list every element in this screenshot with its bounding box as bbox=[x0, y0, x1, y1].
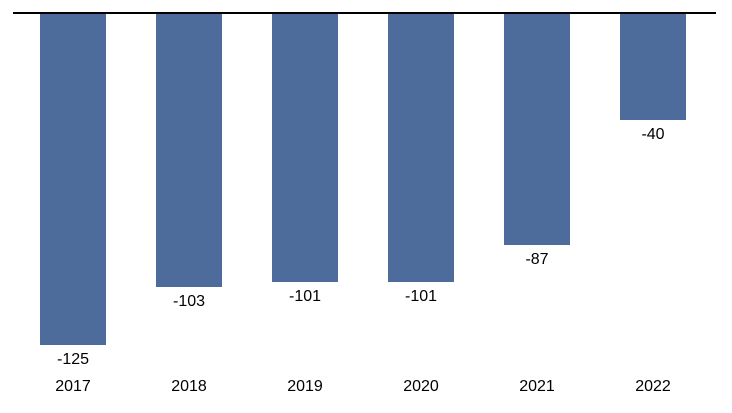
value-label-2017: -125 bbox=[56, 351, 90, 368]
bar-2021 bbox=[504, 14, 570, 245]
x-axis-label-2022: 2022 bbox=[635, 378, 671, 395]
bar-2019 bbox=[272, 14, 338, 282]
value-label-2022: -40 bbox=[641, 126, 665, 143]
bar-column-2021: -87 bbox=[479, 14, 595, 374]
plot-area: -125 -103 -101 -101 -87 -40 bbox=[15, 14, 711, 374]
x-axis-label-2018: 2018 bbox=[171, 378, 207, 395]
bar-2018 bbox=[156, 14, 222, 287]
x-axis-label-2017: 2017 bbox=[55, 378, 91, 395]
bar-column-2017: -125 bbox=[15, 14, 131, 374]
zero-axis-line bbox=[13, 12, 716, 14]
value-label-2020: -101 bbox=[404, 288, 438, 305]
bar-column-2022: -40 bbox=[595, 14, 711, 374]
x-axis-label-2019: 2019 bbox=[287, 378, 323, 395]
bar-column-2019: -101 bbox=[247, 14, 363, 374]
value-label-2019: -101 bbox=[288, 288, 322, 305]
bar-2020 bbox=[388, 14, 454, 282]
bar-column-2020: -101 bbox=[363, 14, 479, 374]
value-label-2021: -87 bbox=[525, 251, 549, 268]
bar-2022 bbox=[620, 14, 686, 120]
bar-2017 bbox=[40, 14, 106, 345]
bar-column-2018: -103 bbox=[131, 14, 247, 374]
value-label-2018: -103 bbox=[172, 293, 206, 310]
x-axis: 2017 2018 2019 2020 2021 2022 bbox=[15, 377, 711, 397]
x-axis-label-2020: 2020 bbox=[403, 378, 439, 395]
x-axis-label-2021: 2021 bbox=[519, 378, 555, 395]
